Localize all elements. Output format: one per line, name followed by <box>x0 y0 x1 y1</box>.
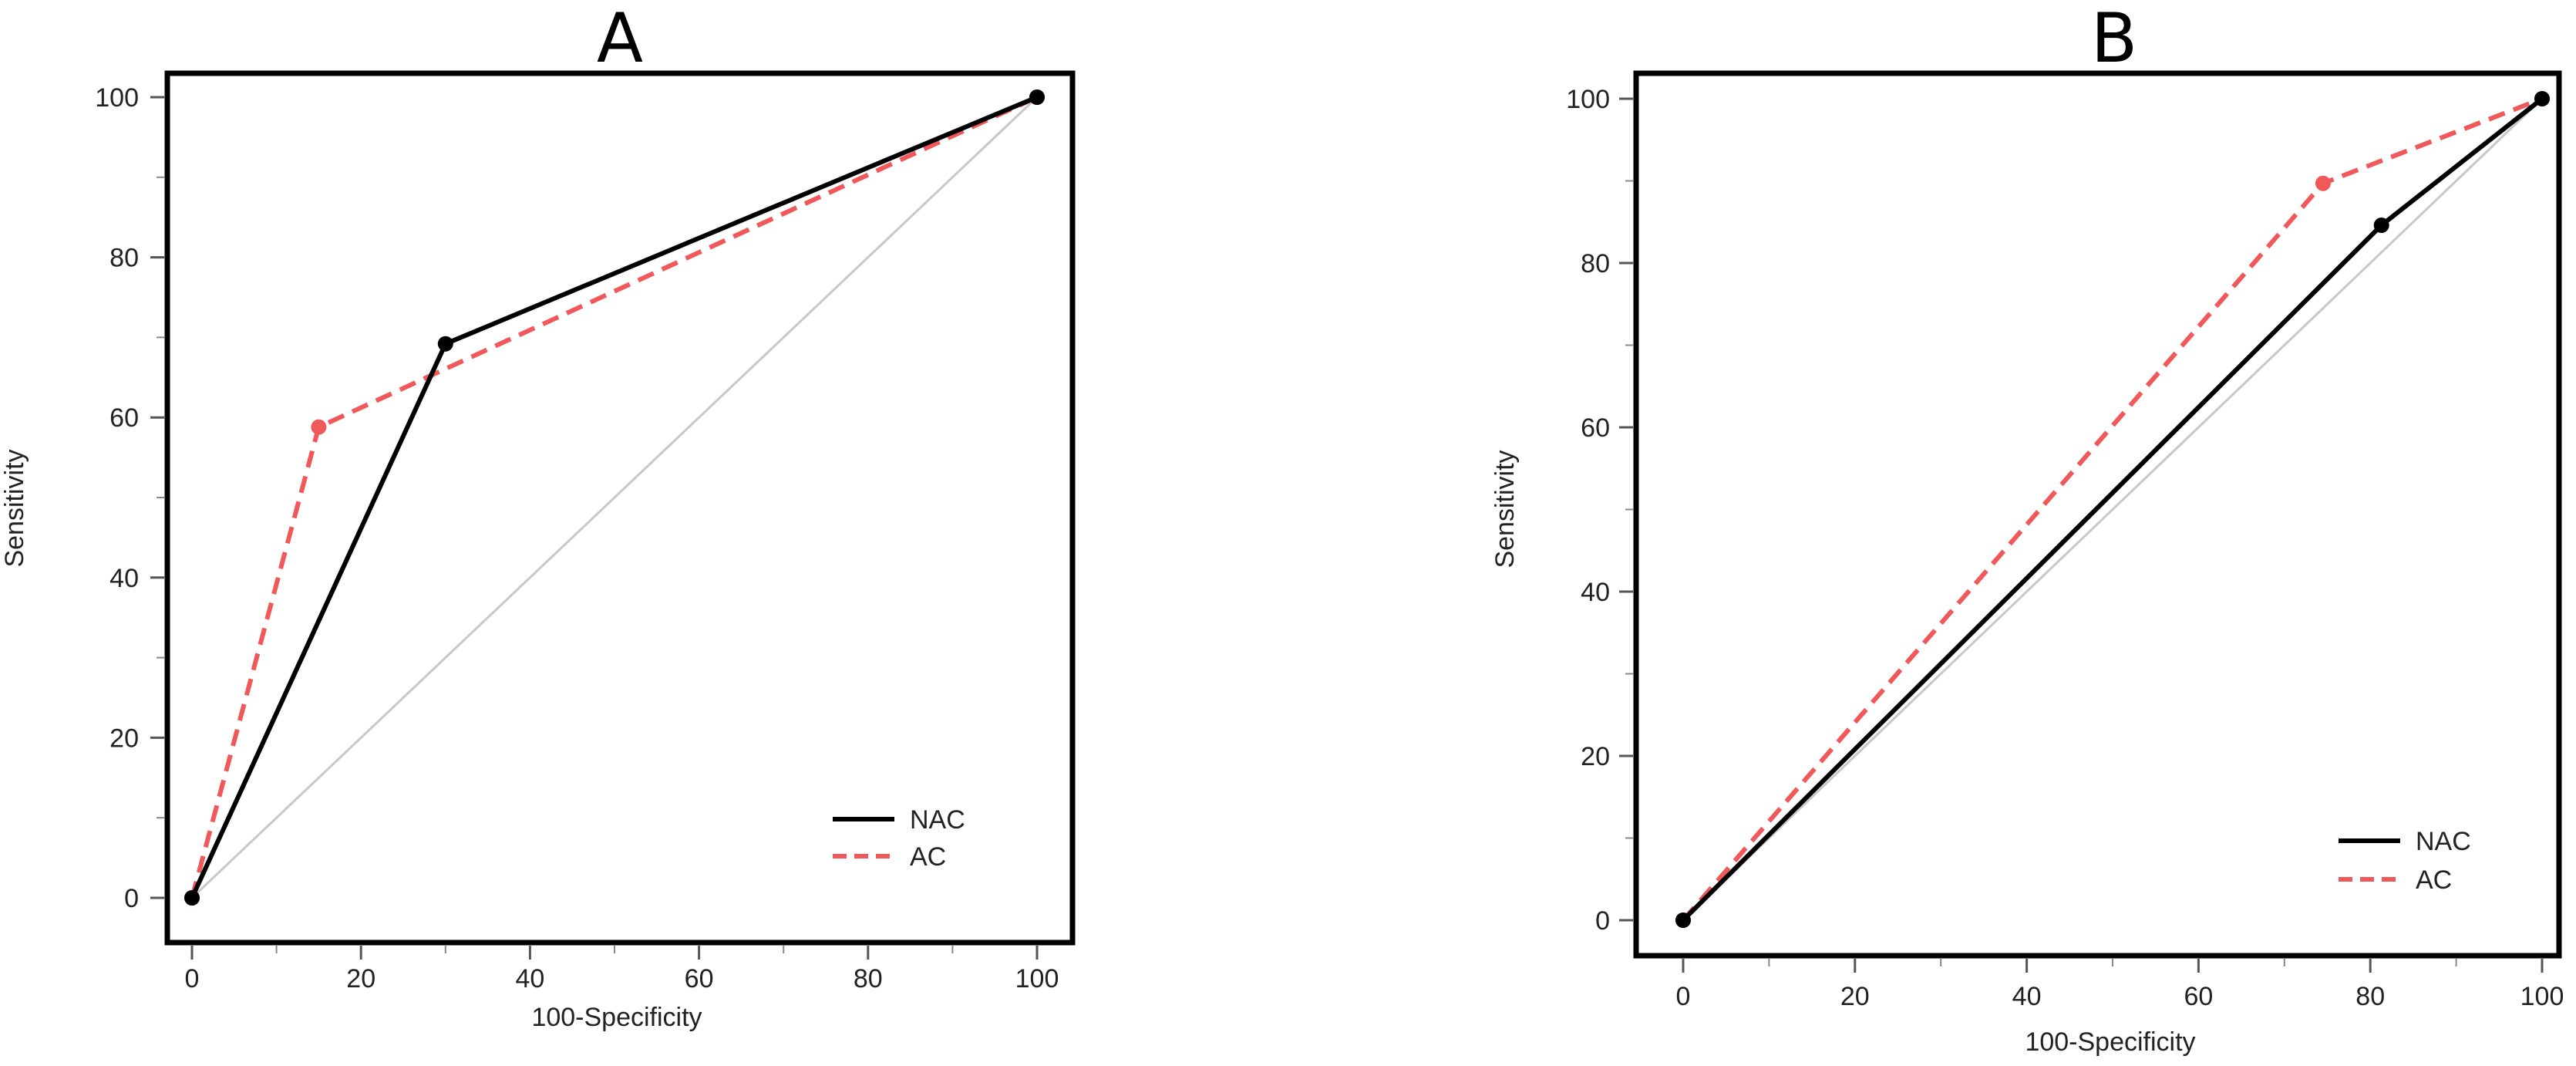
data-point-nac <box>2534 91 2550 106</box>
x-tick-label: 0 <box>185 964 200 993</box>
x-axis-label: 100-Specificity <box>531 1003 702 1032</box>
panel-title: B <box>2091 0 2137 78</box>
x-tick-label: 100 <box>2520 982 2564 1011</box>
data-point-nac <box>1675 913 1691 928</box>
data-point-ac <box>2315 175 2331 191</box>
legend-label-nac: NAC <box>910 805 965 835</box>
x-tick-label: 60 <box>2184 982 2213 1011</box>
x-tick-label: 60 <box>685 964 714 993</box>
x-tick-label: 100 <box>1015 964 1059 993</box>
legend-label-nac: NAC <box>2416 827 2471 856</box>
chart-panel-b: B 0 20 40 60 80 100 0 20 40 60 80 100 100-Specificity… <box>1490 0 2564 1057</box>
legend-label-ac: AC <box>910 842 946 872</box>
x-tick-label: 80 <box>2355 982 2385 1011</box>
y-axis-label: Sensitivity <box>1490 450 1520 568</box>
reference-line <box>190 96 1039 899</box>
plot-frame <box>164 70 1076 946</box>
data-point-ac <box>311 419 327 435</box>
y-tick-label: 60 <box>1581 413 1610 443</box>
y-tick-label: 100 <box>95 83 139 113</box>
chart-panel-a: A 0 20 40 60 80 100 0 20 40 60 80 100 100-Specificity… <box>0 0 1076 1032</box>
y-tick-label: 20 <box>109 724 139 753</box>
x-tick-label: 40 <box>2012 982 2042 1011</box>
y-tick-label: 40 <box>1581 578 1610 607</box>
y-tick-label: 0 <box>1595 906 1610 936</box>
y-tick-label: 0 <box>124 884 139 913</box>
y-tick-label: 60 <box>109 403 139 433</box>
data-point-nac <box>184 890 200 906</box>
y-tick-label: 40 <box>109 564 139 593</box>
y-tick-label: 80 <box>1581 249 1610 278</box>
panel-title: A <box>597 0 643 78</box>
data-point-nac <box>437 336 453 352</box>
x-tick-label: 20 <box>346 964 375 993</box>
x-axis-label: 100-Specificity <box>2025 1027 2195 1057</box>
reference-line <box>1682 97 2544 922</box>
x-tick-label: 0 <box>1676 982 1691 1011</box>
x-tick-label: 40 <box>515 964 544 993</box>
y-tick-label: 100 <box>1566 85 1610 114</box>
data-point-nac <box>1029 89 1045 105</box>
y-axis-label: Sensitivity <box>0 449 29 567</box>
plot-frame <box>1633 70 2562 959</box>
x-tick-label: 80 <box>854 964 883 993</box>
y-tick-label: 80 <box>109 244 139 273</box>
legend-label-ac: AC <box>2416 865 2452 895</box>
x-tick-label: 20 <box>1840 982 1870 1011</box>
y-tick-label: 20 <box>1581 742 1610 771</box>
data-point-nac <box>2373 218 2389 234</box>
